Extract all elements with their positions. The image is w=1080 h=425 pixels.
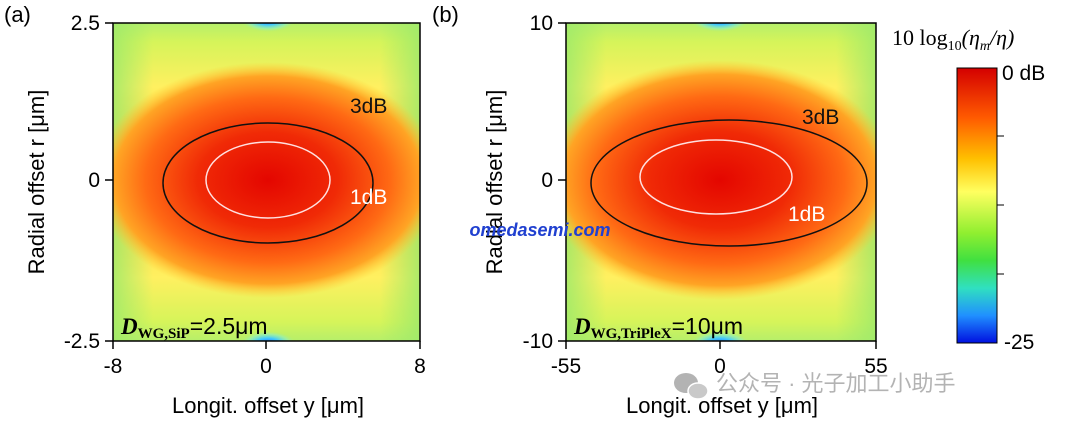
colorbar: 10 log10(ηm/η) 0 dB -25 <box>892 25 1045 354</box>
y-tick-label: -10 <box>523 330 553 353</box>
y-tick-label: 0 <box>541 169 553 192</box>
axes-frame-b <box>565 22 877 342</box>
annotation-a: DWG,SiP=2.5μm <box>120 313 268 342</box>
contour-3db-a <box>162 122 374 244</box>
x-tick-label: -8 <box>104 355 123 378</box>
contour-label-1db-a: 1dB <box>350 186 387 209</box>
y-axis-label-b: Radial offset r [μm] <box>482 90 507 275</box>
panel-label-a: (a) <box>4 2 31 27</box>
panel-label-b: (b) <box>432 2 459 27</box>
x-tick-label: -55 <box>551 355 581 378</box>
watermark-bottom: 公众号 · 光子加工小助手 <box>674 371 956 400</box>
y-axis-label-a: Radial offset r [μm] <box>24 90 49 275</box>
contour-1db-a <box>205 141 331 219</box>
y-tick-label: 10 <box>530 12 553 35</box>
watermark-center: omedasemi.com <box>469 220 610 240</box>
contour-3db-b <box>590 119 868 247</box>
x-axis-label-a: Longit. offset y [μm] <box>172 393 364 418</box>
ticks-a <box>105 22 421 349</box>
contour-label-1db-b: 1dB <box>788 203 825 226</box>
contour-label-3db-a: 3dB <box>350 95 387 118</box>
annotation-b: DWG,TriPleX=10μm <box>573 313 743 342</box>
x-tick-label: 0 <box>260 355 272 378</box>
panel-b: 3dB 1dB DWG,TriPleX=10μm -55 0 55 10 0 -… <box>432 2 888 418</box>
colorbar-max-label: 0 dB <box>1002 62 1045 85</box>
y-tick-label: 0 <box>88 169 100 192</box>
x-axis-label-b: Longit. offset y [μm] <box>626 393 818 418</box>
heatmap-a <box>113 23 420 341</box>
contour-label-3db-b: 3dB <box>802 106 839 129</box>
colorbar-min-label: -25 <box>1004 331 1034 354</box>
panel-a: 3dB 1dB DWG,SiP=2.5μm -8 0 8 2.5 0 -2.5 … <box>4 2 426 418</box>
x-tick-label: 8 <box>414 355 426 378</box>
wechat-icon <box>674 373 709 400</box>
colorbar-gradient <box>956 67 998 344</box>
heatmap-b <box>566 23 876 341</box>
colorbar-title: 10 log10(ηm/η) <box>892 25 1014 54</box>
y-tick-label: -2.5 <box>64 330 100 353</box>
x-tick-label: 0 <box>714 355 726 378</box>
contour-1db-b <box>639 139 793 215</box>
ticks-b <box>558 22 877 349</box>
watermark-bottom-text: 公众号 · 光子加工小助手 <box>716 371 956 396</box>
y-tick-label: 2.5 <box>71 12 100 35</box>
colorbar-ticks <box>997 135 1004 275</box>
x-tick-label: 55 <box>864 355 887 378</box>
